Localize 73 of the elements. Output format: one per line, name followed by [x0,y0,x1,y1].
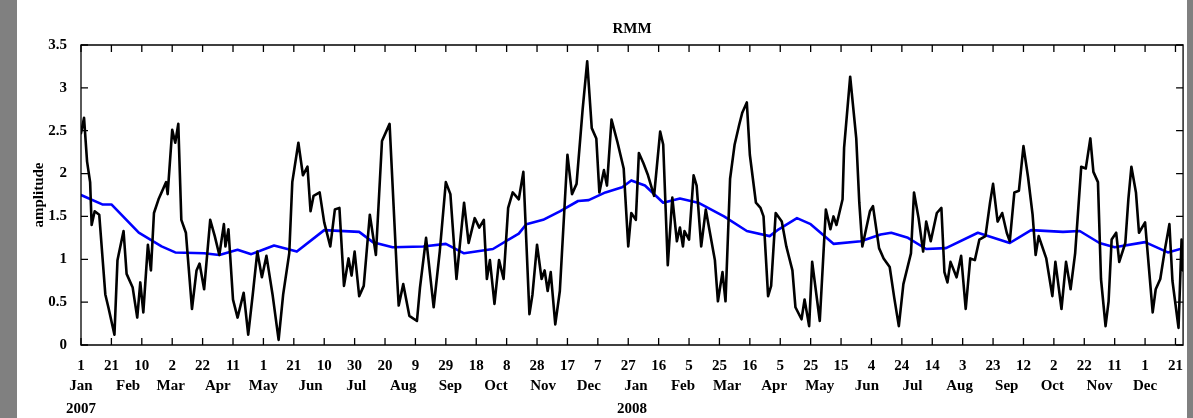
x-tick-label: 3 [958,356,967,373]
x-tick-label: 2 [1050,356,1058,373]
x2-tick-label: Oct [1040,377,1065,393]
y-tick-label: 3 [59,78,67,95]
x-tick-label: 11 [225,356,241,373]
y-tick-label: 0.5 [48,293,67,310]
y-tick-label: 2.5 [48,121,67,138]
x2-tick-label: Dec [1133,377,1158,393]
x2-tick-label: Mar [156,377,186,393]
text: 2008 [617,400,648,416]
x-tick-label: 28 [529,356,545,373]
x-tick-label: 1 [259,356,268,373]
x2-tick-label: Jul [902,377,923,393]
x2-tick-label: Aug [946,377,974,393]
x-tick-label: 29 [438,356,454,373]
x-tick-label: 27 [620,356,637,373]
y-tick-label: 1.5 [48,207,67,224]
y-tick-label: 1 [59,250,67,267]
x-tick-label: 22 [1076,356,1092,373]
x-tick-label: 30 [347,356,363,373]
x-tick-label: 16 [742,356,758,373]
x-tick-label: 1 [77,356,85,373]
x-tick-label: 11 [1107,356,1122,373]
x-tick-label: 16 [651,356,667,373]
x2-tick-label: Apr [204,377,232,393]
x-tick-label: 1 [1141,356,1149,373]
x2-tick-label: Feb [670,377,696,393]
x-tick-label: 10 [134,356,150,373]
x-tick-label: 21 [1167,356,1183,373]
x2-tick-label: Apr [761,377,788,393]
x-tick-label: 23 [985,356,1001,373]
x-tick-label: 2 [168,356,176,373]
x-tick-label: 4 [867,356,876,373]
x2-tick-label: Aug [389,377,418,393]
x-tick-label: 21 [286,356,302,373]
x-tick-label: 25 [803,356,819,373]
x2-tick-label: May [248,377,279,393]
y-axis-title: amplitude [29,162,46,228]
x-tick-label: 5 [776,356,784,373]
x2-tick-label: Jan [69,377,94,393]
x-tick-label: 9 [411,356,420,373]
x-tick-label: 20 [377,356,393,373]
y-tick-label: 3.5 [48,35,67,52]
x-tick-label: 15 [833,356,849,373]
x2-tick-label: Jan [624,377,649,393]
text: 2007 [66,400,97,416]
x-tick-label: 21 [103,356,119,373]
x-tick-label: 12 [1015,356,1031,373]
x2-tick-label: Jun [298,377,324,393]
x2-tick-label: Sep [995,377,1019,393]
x2-tick-label: Jun [854,377,880,393]
x2-tick-label: Nov [530,377,557,393]
x2-tick-label: Nov [1086,377,1113,393]
x2-tick-label: Mar [712,377,742,393]
x2-tick-label: May [805,377,835,393]
x2-tick-label: Sep [438,377,463,393]
x-tick-label: 7 [594,356,603,373]
x2-tick-label: Dec [576,377,602,393]
x-tick-label: 25 [711,356,727,373]
x-tick-label: 18 [468,356,484,373]
chart-title: RMM [612,20,652,36]
x-tick-label: 8 [502,356,511,373]
x-tick-label: 22 [195,356,211,373]
x-tick-label: 14 [924,356,941,373]
y-tick-label: 0 [59,335,67,352]
x2-tick-label: Oct [484,377,508,393]
x-tick-label: 10 [316,356,332,373]
x-tick-label: 24 [894,356,910,373]
x-tick-label: 5 [685,356,693,373]
x-tick-label: 17 [559,356,576,373]
x2-tick-label: Feb [116,377,141,393]
x2-tick-label: Jul [346,377,367,393]
y-tick-label: 2 [59,164,67,181]
